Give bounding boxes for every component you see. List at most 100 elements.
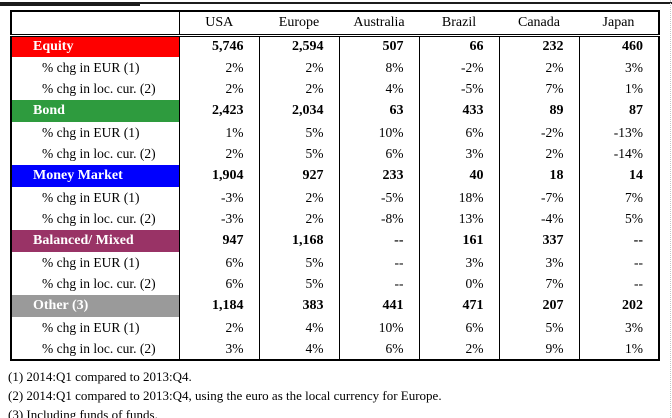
change-row-label: % chg in EUR (1): [42, 254, 140, 270]
corner-cell: [11, 11, 180, 37]
change-row: % chg in loc. cur. (2) 2% 2% 4% -5% 7% 1%: [11, 78, 659, 101]
change-value-cell: -2%: [498, 121, 579, 144]
change-value-cell: 2%: [258, 78, 339, 101]
category-label: Bond: [11, 100, 179, 122]
column-header: Japan: [579, 11, 659, 37]
change-value-cell: 7%: [578, 186, 659, 209]
column-header: Brazil: [419, 11, 499, 37]
category-value-cell: 40: [418, 165, 499, 187]
change-row-label: % chg in loc. cur. (2): [42, 146, 156, 162]
category-value-cell: 471: [418, 295, 499, 317]
category-row: Money Market 1,904 927 233 40 18 14: [11, 165, 659, 187]
category-value-cell: 87: [578, 100, 659, 122]
page-top-rule: [0, 2, 672, 4]
category-value-cell: 202: [578, 295, 659, 317]
footnote-line: (1) 2014:Q1 compared to 2013:Q4.: [8, 369, 192, 384]
column-header: Canada: [499, 11, 579, 37]
change-value-cell: --: [578, 273, 659, 296]
column-header: Europe: [259, 11, 339, 37]
category-value-cell: 2,034: [258, 100, 339, 122]
change-value-cell: 18%: [418, 186, 499, 209]
category-value-cell: 460: [578, 35, 659, 57]
change-row-label: % chg in loc. cur. (2): [42, 81, 156, 97]
change-value-cell: -7%: [498, 186, 579, 209]
change-value-cell: 13%: [418, 208, 499, 231]
change-row: % chg in loc. cur. (2) 2% 5% 6% 3% 2% -14%: [11, 143, 659, 166]
footnote-line: (2) 2014:Q1 compared to 2013:Q4, using t…: [8, 388, 442, 403]
change-row-label: % chg in EUR (1): [42, 189, 140, 205]
change-value-cell: -5%: [338, 186, 419, 209]
change-row: % chg in EUR (1) 2% 4% 10% 6% 5% 3%: [11, 316, 659, 339]
category-value-cell: 232: [498, 35, 579, 57]
change-row-label: % chg in EUR (1): [42, 124, 140, 140]
category-value-cell: 441: [338, 295, 419, 317]
change-value-cell: -14%: [578, 143, 659, 166]
change-value-cell: --: [338, 273, 419, 296]
change-row-label: % chg in EUR (1): [42, 59, 140, 75]
change-value-cell: 9%: [498, 338, 579, 361]
page-edge-rule: [670, 0, 671, 418]
change-value-cell: 2%: [258, 208, 339, 231]
category-value-cell: --: [338, 230, 419, 252]
change-row: % chg in EUR (1) 1% 5% 10% 6% -2% -13%: [11, 121, 659, 144]
column-header: USA: [179, 11, 259, 37]
change-value-cell: 5%: [498, 316, 579, 339]
change-value-cell: 3%: [498, 251, 579, 274]
change-value-cell: 5%: [578, 208, 659, 231]
category-value-cell: 1,168: [258, 230, 339, 252]
change-value-cell: 2%: [178, 143, 259, 166]
change-row: % chg in loc. cur. (2) 6% 5% -- 0% 7% --: [11, 273, 659, 296]
category-value-cell: 337: [498, 230, 579, 252]
change-value-cell: -2%: [418, 56, 499, 79]
change-value-cell: --: [338, 251, 419, 274]
change-row-label: % chg in loc. cur. (2): [42, 340, 156, 356]
category-value-cell: 2,594: [258, 35, 339, 57]
category-label: Other (3): [11, 295, 179, 317]
change-row: % chg in loc. cur. (2) -3% 2% -8% 13% -4% 5%: [11, 208, 659, 231]
change-row: % chg in EUR (1) 6% 5% -- 3% 3% --: [11, 251, 659, 274]
change-value-cell: 2%: [178, 78, 259, 101]
change-value-cell: 2%: [418, 338, 499, 361]
category-value-cell: 66: [418, 35, 499, 57]
category-value-cell: 207: [498, 295, 579, 317]
change-value-cell: -13%: [578, 121, 659, 144]
category-value-cell: --: [578, 230, 659, 252]
category-value-cell: 5,746: [178, 35, 259, 57]
change-value-cell: -8%: [338, 208, 419, 231]
change-value-cell: 2%: [258, 56, 339, 79]
change-value-cell: 2%: [258, 186, 339, 209]
change-value-cell: 8%: [338, 56, 419, 79]
footnote-line: (3) Including funds of funds.: [8, 407, 158, 418]
change-value-cell: 1%: [578, 78, 659, 101]
change-value-cell: 4%: [258, 316, 339, 339]
change-value-cell: 4%: [258, 338, 339, 361]
change-value-cell: 3%: [578, 56, 659, 79]
category-value-cell: 63: [338, 100, 419, 122]
category-label: Money Market: [11, 165, 179, 187]
change-value-cell: 2%: [178, 56, 259, 79]
category-row: Balanced/ Mixed 947 1,168 -- 161 337 --: [11, 230, 659, 252]
change-value-cell: 4%: [338, 78, 419, 101]
change-value-cell: 7%: [498, 78, 579, 101]
table-body: Equity 5,746 2,594 507 66 232 460 % chg in EUR …: [11, 35, 659, 361]
column-header: Australia: [339, 11, 419, 37]
change-value-cell: 3%: [578, 316, 659, 339]
change-value-cell: 5%: [258, 143, 339, 166]
change-value-cell: -3%: [178, 186, 259, 209]
change-value-cell: 5%: [258, 251, 339, 274]
change-value-cell: 1%: [578, 338, 659, 361]
footnotes: (1) 2014:Q1 compared to 2013:Q4. (2) 2014…: [8, 367, 442, 418]
change-value-cell: -3%: [178, 208, 259, 231]
change-value-cell: -4%: [498, 208, 579, 231]
category-row: Equity 5,746 2,594 507 66 232 460: [11, 35, 659, 57]
change-value-cell: 6%: [178, 251, 259, 274]
category-label: Balanced/ Mixed: [11, 230, 179, 252]
change-row: % chg in EUR (1) 2% 2% 8% -2% 2% 3%: [11, 56, 659, 79]
category-value-cell: 947: [178, 230, 259, 252]
category-label: Equity: [11, 35, 179, 57]
change-row: % chg in EUR (1) -3% 2% -5% 18% -7% 7%: [11, 186, 659, 209]
change-value-cell: 7%: [498, 273, 579, 296]
change-value-cell: 2%: [178, 316, 259, 339]
change-value-cell: 10%: [338, 121, 419, 144]
change-value-cell: 5%: [258, 121, 339, 144]
